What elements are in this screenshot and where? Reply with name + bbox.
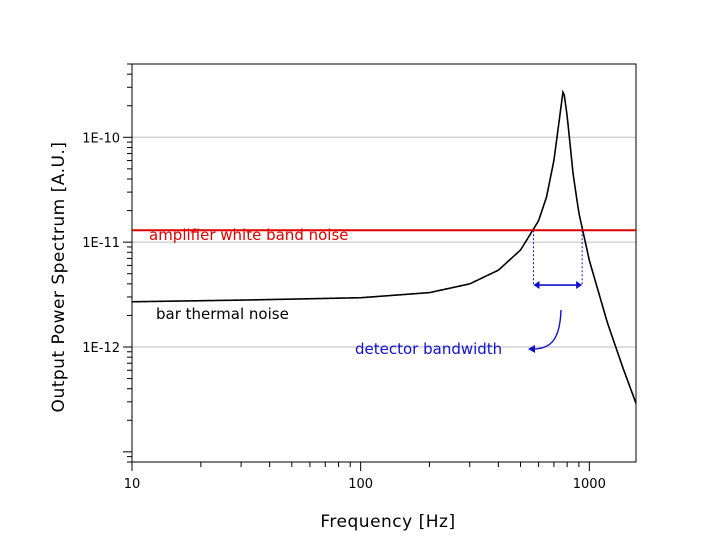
y-tick-label: 1E-12 [82,341,120,356]
detector-bandwidth-marker [528,230,583,353]
bandwidth-pointer-head [528,345,535,353]
grid-lines [132,136,636,348]
annotation-bar-thermal-noise: bar thermal noise [156,305,289,323]
bandwidth-arrow-head-right [576,281,583,290]
plot-frame [131,63,637,463]
bandwidth-arrow-head-left [533,281,540,290]
x-axis-title: Frequency [Hz] [320,512,455,532]
x-axis-ticks [131,462,590,471]
x-tick-labels: 10 100 1000 [124,477,606,492]
y-axis-title: Output Power Spectrum [A.U.] [49,142,69,413]
y-tick-labels: 1E-10 1E-11 1E-12 [82,131,120,356]
annotation-detector-bandwidth: detector bandwidth [355,340,502,358]
x-tick-label: 100 [348,477,373,492]
y-tick-label: 1E-11 [82,236,120,251]
annotation-amplifier-noise: amplifier white band noise [149,226,349,244]
x-tick-label: 1000 [573,477,606,492]
series-layer [131,89,637,404]
x-tick-label: 10 [124,477,141,492]
series-line-bar-thermal-noise [131,89,637,404]
bandwidth-pointer [532,309,562,350]
y-axis-ticks [123,63,132,463]
y-tick-label: 1E-10 [82,131,120,146]
